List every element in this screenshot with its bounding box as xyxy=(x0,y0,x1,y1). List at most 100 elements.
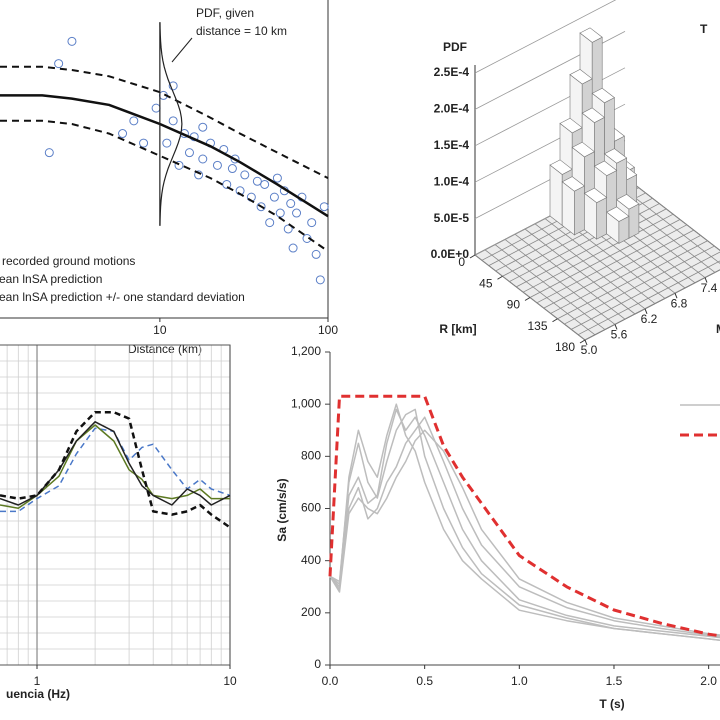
std-line xyxy=(0,119,329,253)
data-point xyxy=(272,173,282,183)
bar-top xyxy=(579,27,603,43)
data-point xyxy=(44,148,54,158)
z-tick-label: 1.5E-4 xyxy=(434,138,470,152)
annotation-leader xyxy=(171,37,193,63)
y-tick-label: 6.8 xyxy=(671,296,688,310)
floor-grid xyxy=(484,249,596,336)
data-point xyxy=(222,179,232,189)
y-tick-label: 1,000 xyxy=(291,396,321,410)
x-tick-label: 45 xyxy=(479,276,493,290)
data-point xyxy=(118,129,128,139)
y-tick xyxy=(704,277,708,283)
floor-grid xyxy=(544,218,656,304)
floor-grid xyxy=(543,229,694,309)
x-tick-label: 0.0 xyxy=(322,674,339,688)
floor-grid xyxy=(534,223,646,310)
series-line xyxy=(0,421,231,506)
y-axis-label: M xyxy=(716,322,720,336)
x-tick-label: 0 xyxy=(458,255,465,269)
data-point xyxy=(269,192,279,202)
floor-grid xyxy=(529,219,681,298)
chart-title: T xyxy=(700,22,708,36)
data-point xyxy=(67,36,77,46)
data-point xyxy=(319,202,329,212)
y-tick-label: 7.4 xyxy=(701,281,718,295)
data-point xyxy=(162,138,172,148)
x-tick-label: 1.0 xyxy=(511,674,528,688)
annotation: PDF, given xyxy=(196,6,254,20)
bar-top xyxy=(591,87,615,104)
x-axis-label: uencia (Hz) xyxy=(6,687,70,701)
x-tick xyxy=(524,297,531,301)
bar-top xyxy=(616,194,640,210)
pdf-curve xyxy=(159,22,183,226)
data-point xyxy=(292,208,302,218)
bar-top xyxy=(571,141,595,158)
floor-grid xyxy=(514,233,626,320)
bar xyxy=(583,187,608,240)
bar-top xyxy=(569,69,593,85)
data-point xyxy=(168,116,178,126)
data-point xyxy=(129,116,139,126)
x-tick xyxy=(552,318,558,323)
x-tick-label: 135 xyxy=(527,319,547,333)
bar-top xyxy=(606,206,630,222)
y-tick-label: 1,200 xyxy=(291,344,321,358)
x-tick-label: 10 xyxy=(153,323,167,337)
x-tick-label: 10 xyxy=(223,674,237,688)
data-point xyxy=(307,218,317,228)
data-point xyxy=(227,164,237,174)
z-tick-label: 0.0E+0 xyxy=(431,247,470,261)
x-axis-label: T (s) xyxy=(599,697,624,711)
series-line xyxy=(329,416,720,638)
x-tick xyxy=(469,254,476,259)
bar xyxy=(561,176,585,236)
data-point xyxy=(139,138,149,148)
x-tick-label: 1 xyxy=(34,674,41,688)
series-line xyxy=(329,408,720,641)
series-line xyxy=(329,429,720,636)
x-tick-label: 100 xyxy=(318,323,338,337)
y-tick-label: 200 xyxy=(301,605,321,619)
data-point xyxy=(184,148,194,158)
x-tick xyxy=(497,275,503,280)
y-tick xyxy=(614,324,618,330)
floor-grid xyxy=(584,269,720,341)
bar-top xyxy=(593,160,618,177)
floor-grid xyxy=(516,208,667,288)
z-tick-label: 2.5E-4 xyxy=(434,65,470,79)
y-tick-label: 400 xyxy=(301,553,321,567)
data-point xyxy=(168,81,178,91)
x-axis-label: Distance (km) xyxy=(128,342,202,356)
data-point xyxy=(174,160,184,170)
y-axis-label: Sa (cm/s/s) xyxy=(275,478,289,541)
series-line xyxy=(0,410,231,529)
series-line xyxy=(329,403,720,641)
plot-frame xyxy=(0,344,231,666)
bar-top xyxy=(603,148,628,164)
bar-top xyxy=(561,176,585,192)
floor-grid xyxy=(524,228,636,315)
x-axis-label: R [km] xyxy=(439,322,476,336)
bar-side xyxy=(549,164,563,227)
z-tick-label: 2.0E-4 xyxy=(434,102,470,116)
floor-grid xyxy=(624,176,720,251)
series-line xyxy=(328,394,720,638)
x-tick-label: 2.0 xyxy=(700,674,717,688)
x-tick-label: 1.5 xyxy=(606,674,623,688)
y-tick-label: 800 xyxy=(301,449,321,463)
data-point xyxy=(260,179,270,189)
floor-grid xyxy=(522,213,674,293)
y-tick-label: 600 xyxy=(301,501,321,515)
bar-top xyxy=(581,107,605,123)
annotation: distance = 10 km xyxy=(196,24,287,38)
x-tick-label: 0.5 xyxy=(416,674,433,688)
data-point xyxy=(265,218,275,228)
legend-label: Mean lnSA prediction +/- one standard de… xyxy=(0,290,245,304)
y-tick-label: 5.0 xyxy=(581,343,598,357)
floor-grid xyxy=(557,240,708,320)
series-line xyxy=(0,424,230,509)
data-point xyxy=(256,202,266,212)
